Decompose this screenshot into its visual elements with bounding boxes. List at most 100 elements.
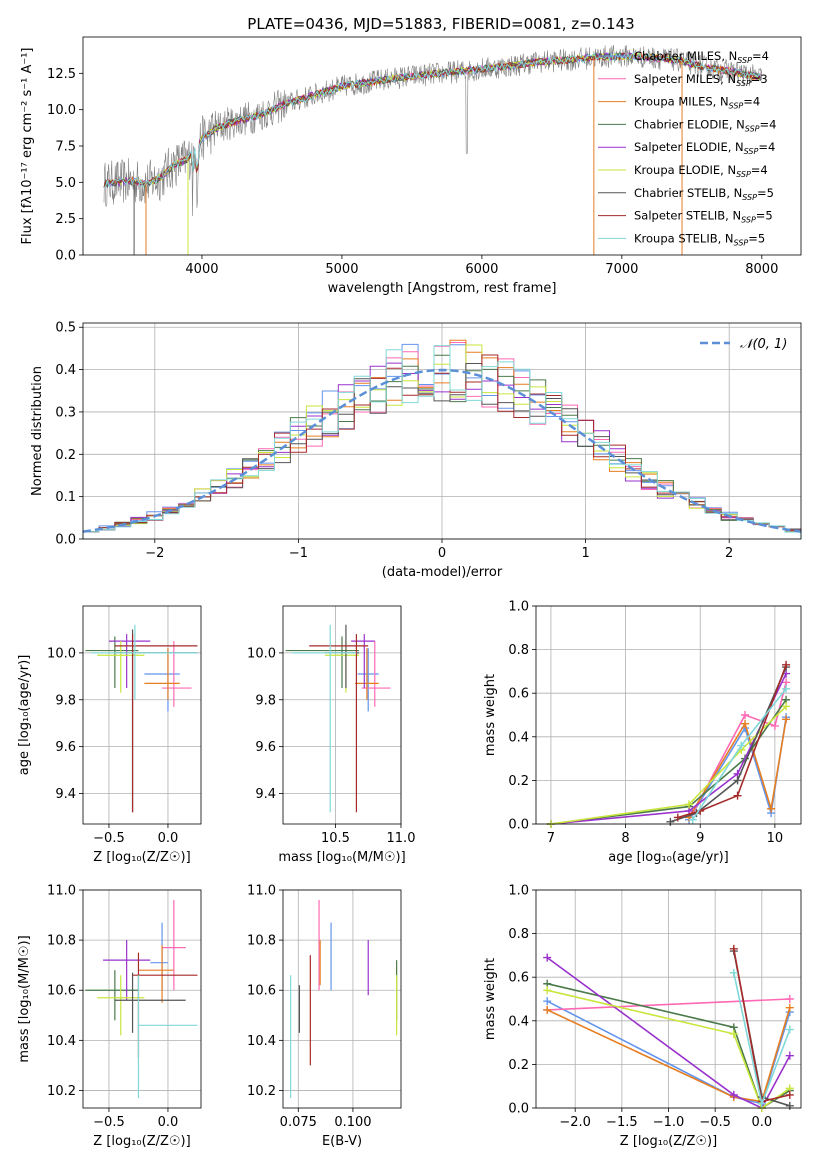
- tick-label-y: 0.0: [55, 249, 76, 264]
- tick-label-x: 7: [547, 831, 555, 846]
- weight-marker: [782, 702, 791, 711]
- tick-label-y: 10.0: [47, 103, 76, 118]
- weight-marker: [733, 776, 742, 785]
- axes-weight_vs_Z: −2.0 −1.5 −1.0 −0.5 0.0 0.0 0.2 0.4 0.6 0.8 1.0 Z […: [483, 884, 802, 1149]
- tick-label-y: 12.5: [47, 67, 76, 82]
- weight-marker: [741, 711, 750, 719]
- tick-label-y: 10.4: [47, 1034, 76, 1049]
- legend-label: Salpeter ELODIE, NSSP=4: [634, 140, 775, 156]
- axis-label-y: mass weight: [483, 674, 498, 756]
- axis-label-x: (data-model)/error: [382, 565, 503, 580]
- tick-label-x: 0.0: [158, 1115, 179, 1130]
- tick-label-y: 10.6: [47, 984, 76, 999]
- tick-label-y: 0.0: [508, 1102, 529, 1117]
- weight-marker: [737, 741, 746, 750]
- tick-label-x: 0.075: [280, 1115, 317, 1130]
- legend-count: =5: [756, 209, 773, 223]
- histogram-step: [82, 345, 802, 539]
- axes-spectrum: 4000 5000 6000 7000 8000 0.0 2.5 5.0 7.5 10.0 12.5…: [20, 36, 802, 296]
- tick-label-x: −1: [289, 546, 308, 561]
- weight-marker: [785, 1003, 794, 1012]
- legend-text: Kroupa STELIB, N: [634, 231, 734, 245]
- tick-label-x: 10.5: [321, 831, 350, 846]
- tick-label-y: 11.0: [247, 884, 276, 899]
- axis-label-x: wavelength [Angstrom, rest frame]: [328, 281, 557, 296]
- model-spectrum: [103, 51, 762, 188]
- weight-marker: [685, 800, 694, 809]
- tick-label-y: 9.6: [55, 740, 76, 755]
- axes-histogram: −2 −1 0 1 2 0.0 0.1 0.2 0.3 0.4 0.5 (data-model)/er…: [30, 321, 802, 580]
- legend-count: =4: [743, 95, 760, 109]
- legend-count: =4: [758, 140, 775, 154]
- axes-mass_vs_ebv: 0.075 0.100 10.2 10.4 10.6 10.8 11.0 E(B-V): [247, 884, 402, 1149]
- weight-marker: [741, 719, 750, 728]
- weight-marker: [543, 953, 552, 962]
- legend-subscript: SSP: [741, 216, 756, 225]
- legend-subscript: SSP: [729, 102, 744, 111]
- tick-label-y: 2.5: [55, 212, 76, 227]
- weight-marker: [729, 1090, 738, 1099]
- legend-subscript: SSP: [745, 124, 760, 133]
- axes-age_vs_Z: −0.5 0.0 9.4 9.6 9.8 10.0 Z [log₁₀(Z/Z☉)] age […: [17, 605, 202, 865]
- axes-frame: [282, 605, 402, 825]
- tick-label-x: −2: [145, 546, 164, 561]
- tick-label-y: 9.4: [55, 787, 76, 802]
- weight-marker: [729, 968, 738, 977]
- weight-line: [692, 682, 787, 814]
- legend-text: Salpeter ELODIE, N: [634, 140, 744, 154]
- tick-label-y: 0.6: [508, 687, 529, 702]
- axis-label-x: mass [log₁₀(M/M☉)]: [278, 850, 405, 865]
- spectrum-title: PLATE=0436, MJD=51883, FIBERID=0081, z=0…: [247, 15, 634, 33]
- errorbars: [85, 900, 198, 1098]
- tick-label-y: 11.0: [47, 884, 76, 899]
- tick-label-y: 0.2: [55, 448, 76, 463]
- weight-marker: [770, 721, 779, 730]
- tick-label-y: 10.6: [247, 984, 276, 999]
- legend-count: =5: [757, 186, 774, 200]
- legend-text: Kroupa MILES, N: [634, 95, 729, 109]
- errorbars: [285, 624, 391, 813]
- tick-label-y: 0.3: [55, 405, 76, 420]
- weight-marker: [767, 804, 776, 813]
- tick-label-y: 0.4: [508, 730, 529, 745]
- weight-marker: [688, 815, 697, 824]
- weight-lines: [546, 660, 791, 828]
- axes-mass_vs_Z: −0.5 0.0 10.2 10.4 10.6 10.8 11.0 Z [log₁₀(Z/Z☉…: [17, 884, 202, 1149]
- legend-label: Chabrier ELODIE, NSSP=4: [634, 117, 776, 133]
- axis-label-y: age [log₁₀(age/yr)]: [17, 655, 32, 776]
- spectrum-lines: [103, 44, 763, 255]
- model-spectrum: [103, 52, 762, 189]
- legend-count: =5: [748, 231, 765, 245]
- axis-label-x: Z [log₁₀(Z/Z☉)]: [93, 1134, 190, 1149]
- weight-line: [550, 705, 787, 825]
- weight-lines: [543, 944, 794, 1112]
- tick-label-x: −2.0: [559, 1115, 591, 1130]
- legend-label: Kroupa ELODIE, NSSP=4: [634, 163, 768, 179]
- tick-label-y: 0.0: [508, 818, 529, 833]
- legend-count: =4: [760, 117, 777, 131]
- weight-line: [677, 664, 787, 819]
- tick-label-x: −1.5: [606, 1115, 638, 1130]
- tick-label-x: −0.5: [93, 831, 125, 846]
- tick-label-x: 7000: [605, 262, 638, 277]
- legend-text: Chabrier MILES, N: [634, 49, 737, 63]
- tick-label-y: 0.4: [55, 363, 76, 378]
- tick-label-x: 11.0: [387, 831, 416, 846]
- tick-label-x: 8: [621, 831, 629, 846]
- tick-label-x: 8000: [745, 262, 778, 277]
- weight-marker: [785, 1051, 794, 1060]
- weight-marker: [785, 1090, 794, 1099]
- axes-frame: [82, 322, 802, 540]
- axes-frame: [535, 605, 802, 825]
- axis-label-y: Flux [fλ10⁻¹⁷ erg cm⁻² s⁻¹ A⁻¹]: [20, 48, 35, 245]
- axes-age_vs_mass: 10.5 11.0 9.4 9.6 9.8 10.0 mass [log₁₀(M/M☉)]: [247, 605, 416, 865]
- legend-text: Kroupa ELODIE, N: [634, 163, 736, 177]
- weight-marker: [733, 791, 742, 800]
- weight-marker: [785, 1025, 794, 1034]
- weight-line: [547, 982, 791, 1110]
- legend-subscript: SSP: [736, 170, 751, 179]
- axis-label-x: Z [log₁₀(Z/Z☉)]: [620, 1134, 717, 1149]
- axis-label-x: Z [log₁₀(Z/Z☉)]: [93, 850, 190, 865]
- weight-marker: [543, 1005, 552, 1014]
